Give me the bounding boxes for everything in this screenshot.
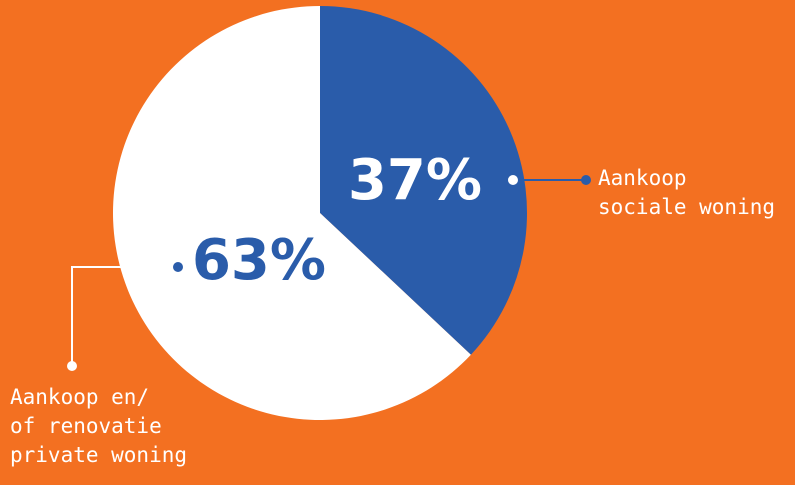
legend-line: of renovatie bbox=[10, 414, 162, 438]
callout-dot-social-end bbox=[581, 175, 591, 185]
pie-slice-1 bbox=[112, 6, 471, 421]
callout-dot-private-end bbox=[67, 361, 77, 371]
callout-line-private bbox=[71, 266, 178, 366]
legend-line: private woning bbox=[10, 443, 188, 467]
slice-value-label-1: 63% bbox=[192, 228, 326, 293]
legend-label-social: Aankoop sociale woning bbox=[598, 164, 775, 222]
callout-dot-private-start bbox=[173, 262, 183, 272]
legend-line: Aankoop en/ bbox=[10, 385, 150, 409]
legend-line: Aankoop bbox=[598, 166, 687, 190]
slice-value-label-0: 37% bbox=[348, 148, 482, 213]
callout-dot-social-start bbox=[508, 175, 518, 185]
legend-label-private: Aankoop en/ of renovatie private woning bbox=[10, 383, 187, 470]
pie-slice-0 bbox=[320, 6, 527, 355]
legend-line: sociale woning bbox=[598, 195, 776, 219]
